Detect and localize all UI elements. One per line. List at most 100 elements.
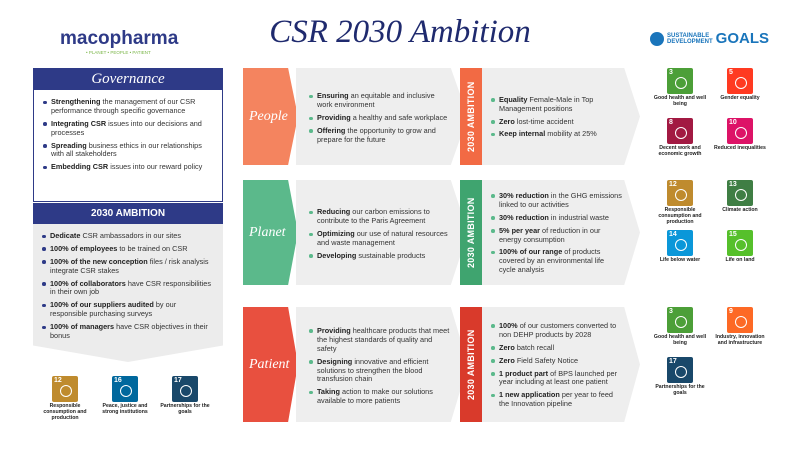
ambition-strip: 2030 AMBITION <box>460 180 482 285</box>
sdg-tile: 5 Gender equality <box>712 68 768 102</box>
sdg-tile: 17 Partnerships for the goals <box>652 357 708 397</box>
item-text: of BPS launched per year including at le… <box>499 368 618 387</box>
actions-box: Providing healthcare products that meet … <box>296 307 468 422</box>
item-text: lost-time accident <box>516 116 574 126</box>
item-bold: Providing <box>317 113 351 123</box>
item-text: action to make our solutions available t… <box>317 387 433 406</box>
item-bold: 100% <box>499 320 518 330</box>
item-text: in the GHG emissions linked to our activ… <box>499 190 622 209</box>
item-bold: Equality <box>499 94 528 104</box>
bullet-item: Providing healthcare products that meet … <box>308 325 450 354</box>
sdg-number: 3 <box>669 69 673 76</box>
sdg-logo: SUSTAINABLE DEVELOPMENT GOALS <box>650 30 769 47</box>
item-bold: Providing <box>317 325 351 335</box>
sdg-number: 15 <box>729 231 737 238</box>
bullet-item: Equality Female-Male in Top Management p… <box>490 94 622 114</box>
pillar-name: Patient <box>249 356 290 372</box>
item-text: per year to feed the Innovation pipeline <box>499 390 613 409</box>
item-text: of our customers converted to non DEHP p… <box>499 320 617 339</box>
item-text: have CSR responsibilities in their own j… <box>50 278 212 297</box>
item-text: our use of natural resources and waste m… <box>317 229 448 247</box>
bullet-item: Designing innovative and efficient solut… <box>308 356 450 385</box>
sdg-tile: 13 Climate action <box>712 180 768 214</box>
item-bold: 100% of our suppliers audited <box>50 300 154 310</box>
pillar-name: People <box>249 108 288 124</box>
bullet-item: 1 product part of BPS launched per year … <box>490 368 622 388</box>
item-text: of reduction in our energy consumption <box>499 225 601 244</box>
bullet-item: 100% of our suppliers audited by our res… <box>41 300 215 319</box>
sdg-label: Good health and well being <box>653 95 707 107</box>
sdg-tile: 17 Partnerships for the goals <box>157 376 213 416</box>
sdg-label: Life below water <box>659 257 701 263</box>
item-bold: Developing <box>317 250 357 260</box>
item-text: mobility at 25% <box>547 129 597 139</box>
sdg-label: Peace, justice and strong institutions <box>102 403 148 415</box>
item-text: to be trained on CSR <box>119 243 188 253</box>
sdg-label: Partnerships for the goals <box>160 403 210 415</box>
bullet-item: 100% of the new conception files / risk … <box>41 256 215 276</box>
sdg-number: 3 <box>669 308 673 315</box>
sdg-number: 16 <box>114 377 122 384</box>
item-text: of products covered by an environmental … <box>499 247 605 275</box>
sdg-logo-big: GOALS <box>715 30 770 47</box>
item-text: issues into our reward policy <box>110 162 203 172</box>
item-bold: Zero <box>499 116 515 126</box>
sdg-label: Responsible consumption and production <box>658 207 702 225</box>
ambition-strip: 2030 AMBITION <box>460 68 482 165</box>
item-bold: Dedicate <box>50 231 81 240</box>
item-text: an equitable and inclusive work environm… <box>317 91 435 110</box>
actions-box: Ensuring an equitable and inclusive work… <box>296 68 468 165</box>
sdg-label: Decent work and economic growth <box>658 145 702 157</box>
sdg-number: 14 <box>669 231 677 238</box>
item-bold: Zero <box>499 355 515 365</box>
sdg-tile: 16 Peace, justice and strong institutions <box>97 376 153 416</box>
pillar-label: Planet <box>243 180 298 285</box>
sdg-icon: 3 <box>667 307 693 333</box>
sdg-icon: 9 <box>727 307 753 333</box>
item-bold: 100% of collaborators <box>50 278 126 288</box>
goals-box: 30% reduction in the GHG emissions linke… <box>482 180 640 285</box>
tagline: • PLANET • PEOPLE • PATIENT <box>86 50 151 55</box>
sdg-tile: 12 Responsible consumption and production <box>652 180 708 226</box>
sdg-icon: 10 <box>727 118 753 144</box>
bullet-item: Zero lost-time accident <box>490 116 622 127</box>
bullet-item: Optimizing our use of natural resources … <box>308 229 450 248</box>
sdg-icon: 12 <box>52 376 78 402</box>
goals-box: 100% of our customers converted to non D… <box>482 307 640 422</box>
ambition-strip: 2030 AMBITION <box>460 307 482 422</box>
bullet-item: Providing a healthy and safe workplace <box>308 113 450 123</box>
item-bold: 30% reduction <box>499 190 549 200</box>
item-text: the management of our CSR performance th… <box>51 97 196 115</box>
sdg-label: Good health and well being <box>653 334 707 346</box>
sdg-icon: 17 <box>172 376 198 402</box>
item-bold: 100% of the new conception <box>50 256 148 266</box>
sdg-icon: 14 <box>667 230 693 256</box>
sdg-icon: 16 <box>112 376 138 402</box>
bullet-item: Spreading business ethics in our relatio… <box>42 141 214 160</box>
item-text: have CSR objectives in their bonus <box>50 322 208 341</box>
item-bold: Ensuring <box>317 91 349 101</box>
bullet-item: Taking action to make our solutions avai… <box>308 387 450 406</box>
bullet-item: 30% reduction in industrial waste <box>490 213 622 223</box>
ambition-strip-label: 2030 AMBITION <box>466 329 476 400</box>
ambition-title: 2030 AMBITION <box>33 203 223 224</box>
pillar-name: Planet <box>249 224 286 240</box>
bullet-item: Offering the opportunity to grow and pre… <box>308 126 450 145</box>
bullet-item: Integrating CSR issues into our decision… <box>42 118 214 138</box>
item-bold: Taking <box>317 387 340 397</box>
sdg-tile: 3 Good health and well being <box>652 68 708 108</box>
sdg-logo-text: SUSTAINABLE DEVELOPMENT <box>667 33 713 45</box>
sdg-label: Gender equality <box>720 95 760 101</box>
ambition-strip-label: 2030 AMBITION <box>466 81 476 152</box>
item-text: files / risk analysis integrate CSR stak… <box>50 256 209 275</box>
item-text: innovative and efficient solutions to st… <box>317 356 429 384</box>
item-bold: 100% of managers <box>50 322 115 332</box>
item-bold: 100% of our range <box>499 247 563 257</box>
sdg-icon: 3 <box>667 68 693 94</box>
item-bold: Integrating CSR <box>51 118 107 128</box>
bullet-item: Zero batch recall <box>490 343 622 353</box>
goals-box: Equality Female-Male in Top Management p… <box>482 68 640 165</box>
bullet-item: 100% of employees to be trained on CSR <box>41 243 215 254</box>
bullet-item: Dedicate CSR ambassadors in our sites <box>41 231 215 241</box>
bullet-item: Keep internal mobility at 25% <box>490 129 622 139</box>
